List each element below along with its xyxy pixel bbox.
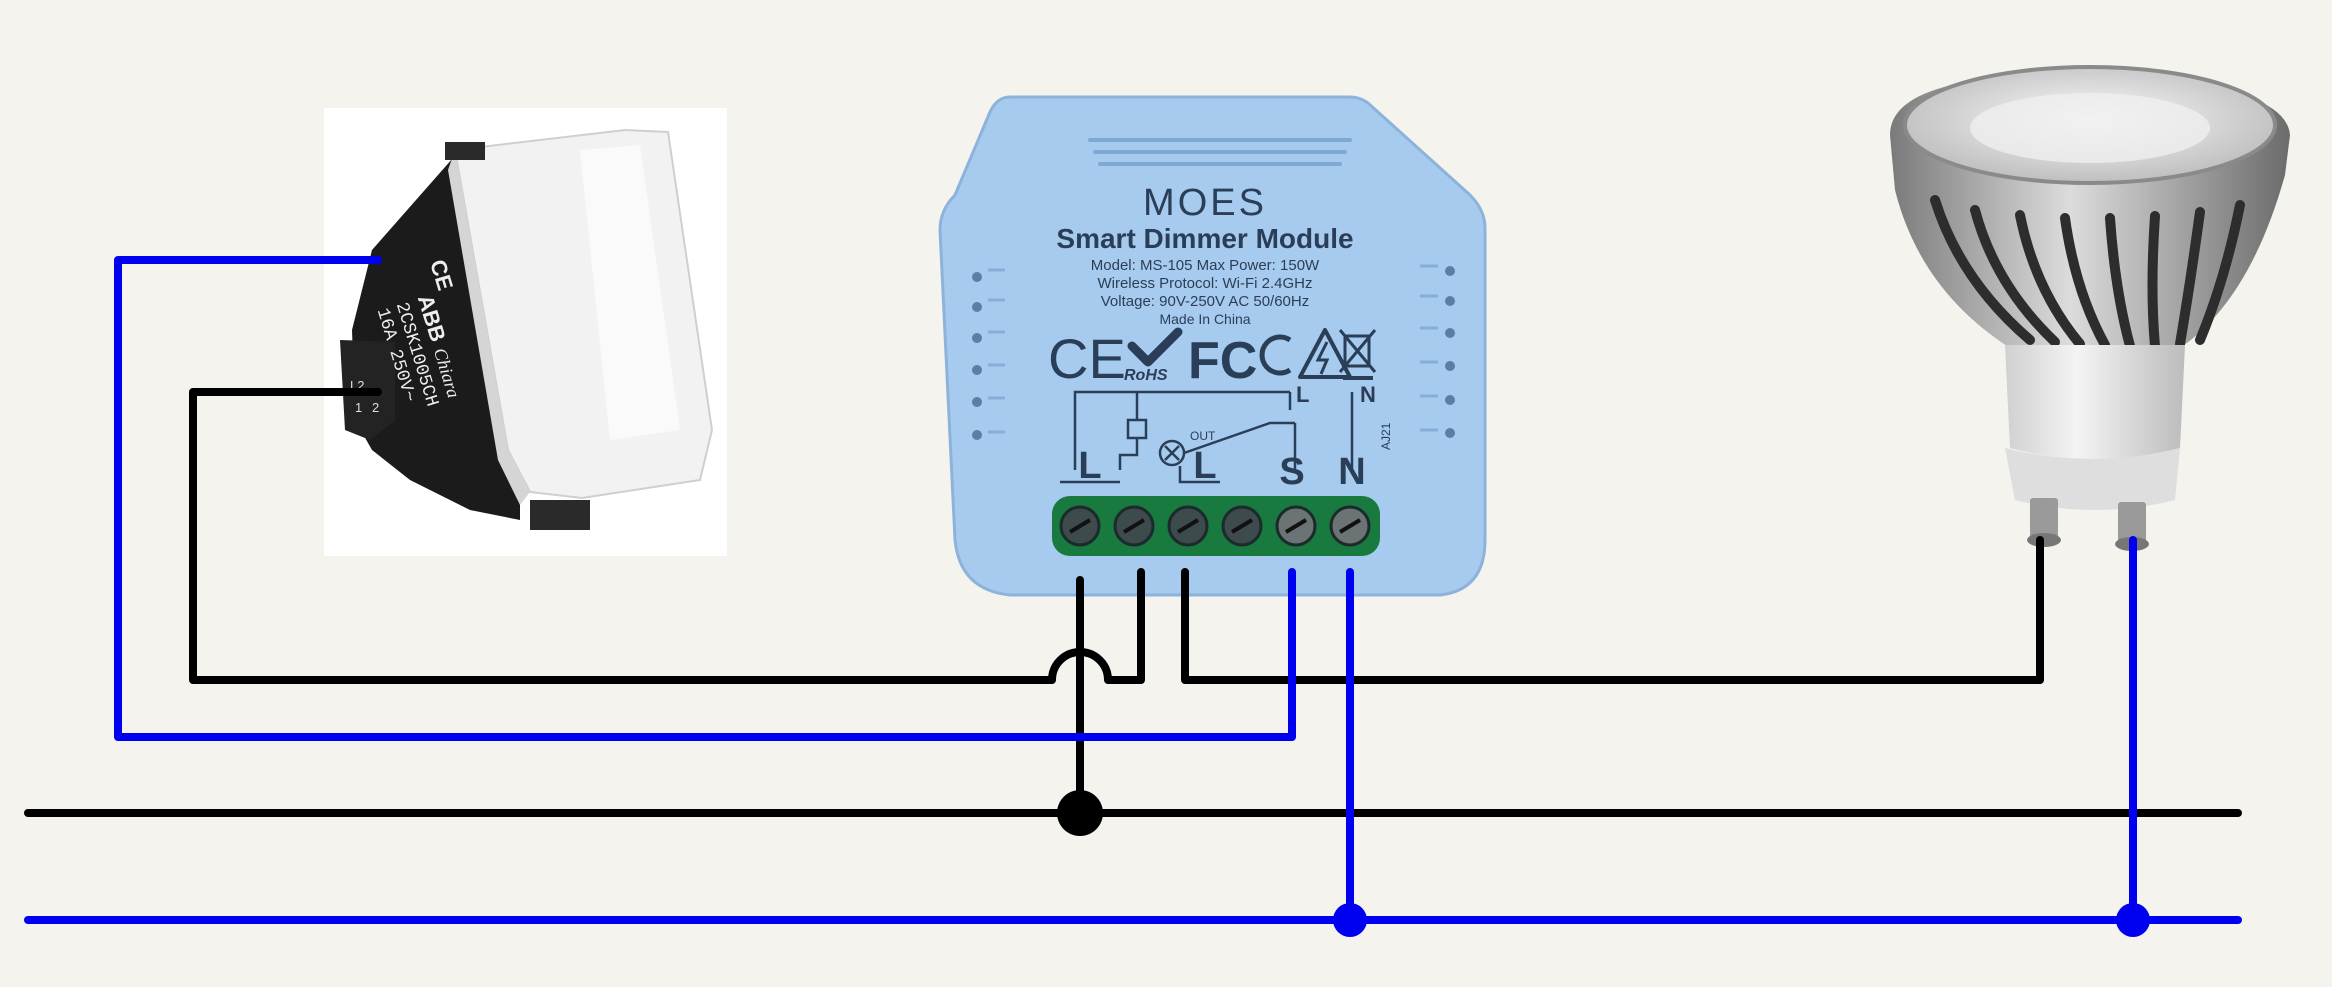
terminal-screw-slot [1122, 518, 1146, 534]
smart-dimmer-module: MOES Smart Dimmer Module Model: MS-105 M… [938, 95, 1487, 597]
schematic-top-n-label: N [1360, 382, 1376, 407]
neutral-wiring [24, 256, 2242, 937]
weee-bin-icon [1338, 329, 1377, 380]
terminal-screw-slot [1338, 518, 1362, 534]
schematic-top-l-label: L [1296, 382, 1309, 407]
module-terminal-labels: L L S N [1078, 445, 1365, 493]
module-vents-right [1445, 266, 1455, 438]
terminal-screw-slot [1176, 518, 1200, 534]
switch-terminal-label: 1 [355, 400, 362, 415]
module-schematic-labels: L N OUT AJ21 [1190, 382, 1393, 450]
gu10-lamp [1890, 65, 2290, 551]
lamp-pin-left [2030, 498, 2058, 543]
fcc-c-icon [1259, 334, 1292, 376]
module-cert-marks: CE RoHS FC [1048, 327, 1377, 390]
terminal-screw-slot [1230, 518, 1254, 534]
terminal-label-l-out: L [1193, 445, 1216, 487]
wall-switch: CE ABB Chiara 2CSK1005CH 16A 250V~ L2 1 … [324, 108, 727, 556]
lamp-pin-right [2118, 502, 2146, 547]
rohs-check-icon [1127, 327, 1183, 367]
module-schematic [1060, 390, 1354, 484]
module-vents-left [972, 272, 982, 440]
terminal-label-n: N [1338, 451, 1365, 493]
switch-rocker-shade [580, 145, 680, 440]
module-spec-lines: Model: MS-105 Max Power: 150W Wireless P… [1091, 257, 1320, 327]
terminal-label-s: S [1279, 451, 1304, 493]
rohs-mark: RoHS [1124, 367, 1168, 384]
switch-clip-top [445, 142, 485, 160]
live-wiring [24, 388, 2242, 836]
live-junction-dot [1057, 790, 1103, 836]
lamp-base-collar [2005, 448, 2180, 510]
terminal-label-l-in: L [1078, 445, 1101, 487]
switch-return-wire [189, 388, 1145, 684]
switch-rocker-side [448, 150, 530, 505]
switch-signal-wire [114, 256, 1296, 741]
terminal-screw-slot [1068, 518, 1092, 534]
fcc-mark-icon: FC [1188, 332, 1257, 390]
high-voltage-warning-icon [1298, 328, 1352, 379]
lamp-base [2005, 345, 2185, 459]
neutral-junction-dot-module [1333, 903, 1367, 937]
terminal-screw-slot [1284, 518, 1308, 534]
module-top-ridges [1088, 138, 1352, 166]
switch-clip-bottom [530, 500, 590, 530]
module-brand: MOES [1143, 182, 1267, 224]
ce-mark-icon: CE [1048, 327, 1126, 390]
module-spec-line: Wireless Protocol: Wi-Fi 2.4GHz [1097, 275, 1312, 292]
lightning-bolt-icon [1315, 341, 1330, 375]
module-terminal-screws [1059, 505, 1371, 547]
schematic-out-label: OUT [1190, 429, 1216, 443]
schematic-code-label: AJ21 [1379, 422, 1393, 450]
lamp-lens-inner [1970, 93, 2210, 163]
module-spec-line: Voltage: 90V-250V AC 50/60Hz [1101, 293, 1309, 310]
module-body [938, 95, 1487, 597]
switch-terminal-label: 2 [372, 400, 379, 415]
lamp-live-wire [1181, 536, 2044, 684]
lamp-heatsink-fins [1930, 195, 2245, 351]
module-side-ridges [988, 264, 1438, 434]
module-spec-line: Model: MS-105 Max Power: 150W [1091, 257, 1320, 274]
neutral-junction-dot-lamp [2116, 903, 2150, 937]
module-spec-line: Made In China [1159, 311, 1250, 327]
module-title: Smart Dimmer Module [1056, 223, 1353, 254]
switch-markings: CE ABB Chiara 2CSK1005CH 16A 250V~ [372, 257, 464, 409]
